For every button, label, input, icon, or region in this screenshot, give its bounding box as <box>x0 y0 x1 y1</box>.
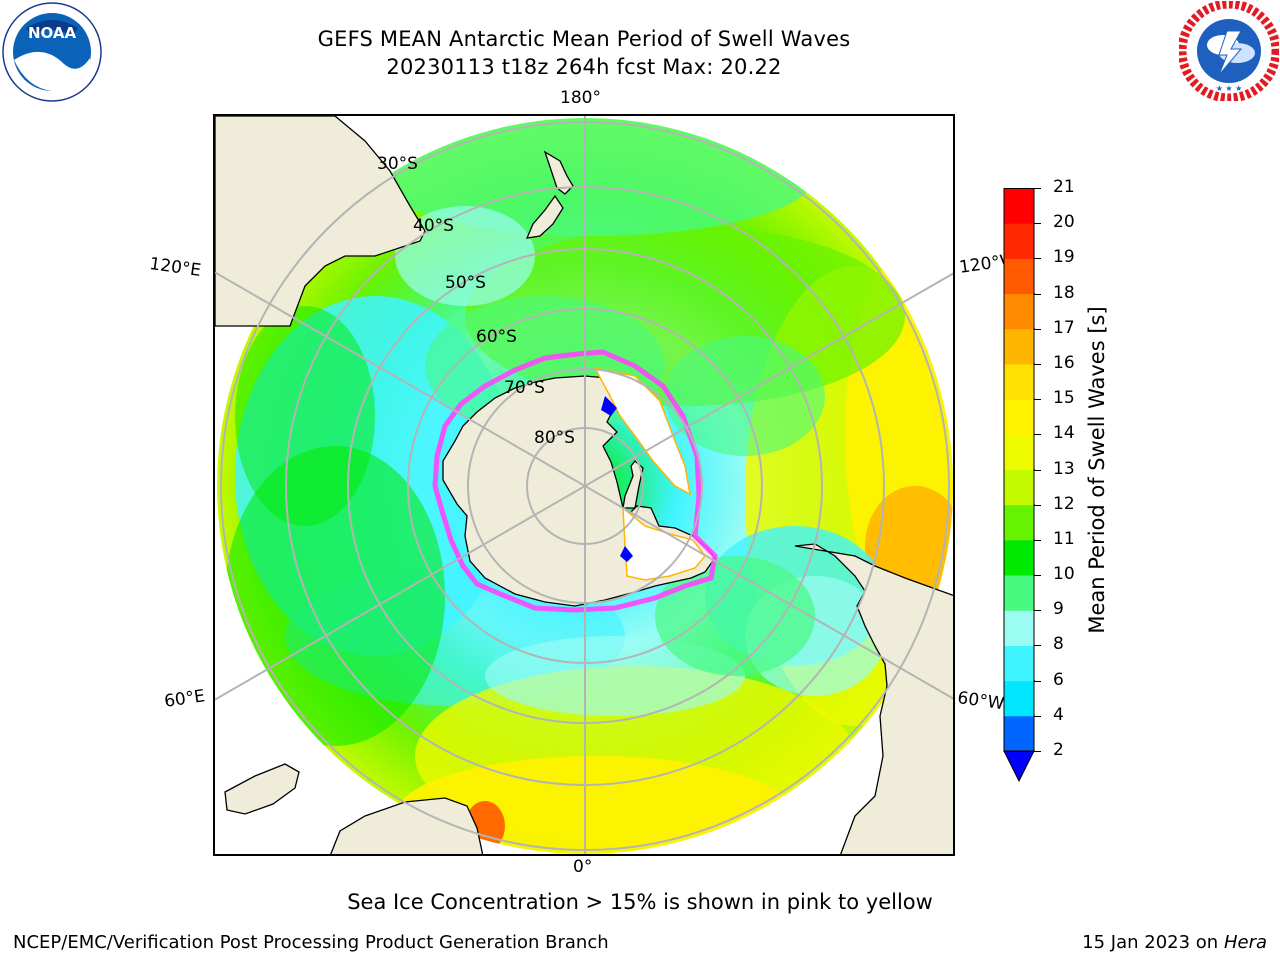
colorbar-tick-label: 18 <box>1053 282 1075 303</box>
colorbar-tick-line <box>1034 680 1041 682</box>
africa-landmass <box>330 797 484 854</box>
colorbar-swatch <box>1004 399 1034 435</box>
colorbar-tick-line <box>1034 434 1041 436</box>
map-frame: 30°S 40°S 50°S 60°S 70°S 80°S <box>213 114 955 856</box>
lat-label-70s: 70°S <box>504 378 545 398</box>
colorbar-tick-line <box>1034 751 1041 752</box>
sea-ice-dark-patch <box>601 396 617 416</box>
colorbar-tick-label: 9 <box>1053 599 1064 620</box>
south-america-landmass <box>794 543 953 854</box>
chart-subtitle: 20230113 t18z 264h fcst Max: 20.22 <box>386 55 782 79</box>
nws-logo-icon: ★ ★ ★ <box>1177 0 1280 103</box>
colorbar-swatch <box>1004 363 1034 400</box>
graticule <box>215 116 953 854</box>
colorbar-swatch <box>1004 188 1034 224</box>
colorbar-swatch <box>1004 223 1034 259</box>
host-name: Hera <box>1223 932 1267 953</box>
colorbar-swatch <box>1004 645 1034 682</box>
colorbar-tick-label: 15 <box>1053 388 1075 409</box>
colorbar-tick-line <box>1034 223 1041 225</box>
colorbar-swatch <box>1004 575 1034 611</box>
new-zealand-south-landmass <box>525 194 564 239</box>
colorbar-tick-line <box>1034 575 1041 577</box>
colorbar-tick-label: 13 <box>1053 458 1075 479</box>
colorbar-swatch <box>1004 715 1034 752</box>
colorbar-swatch <box>1004 539 1034 576</box>
colorbar-tick-label: 2 <box>1053 740 1064 760</box>
colorbar-tick-line <box>1034 610 1041 612</box>
colorbar-swatch <box>1004 328 1034 365</box>
svg-text:★ ★ ★: ★ ★ ★ <box>1216 84 1243 93</box>
colorbar-under-extend <box>1003 750 1035 783</box>
colorbar-tick-line <box>1034 258 1041 260</box>
colorbar-tick-label: 10 <box>1053 564 1075 585</box>
colorbar-tick-line <box>1034 715 1041 717</box>
colorbar-swatch <box>1004 610 1034 646</box>
colorbar-tick-line <box>1034 293 1041 295</box>
credit-text: NCEP/EMC/Verification Post Processing Pr… <box>13 932 609 953</box>
colorbar-tick-label: 4 <box>1053 704 1064 725</box>
colorbar-tick-label: 20 <box>1053 212 1075 233</box>
colorbar-swatch <box>1004 293 1034 330</box>
lat-label-80s: 80°S <box>534 428 575 448</box>
sea-ice-fill-ross <box>593 366 692 496</box>
colorbar-tick-label: 19 <box>1053 247 1075 268</box>
colorbar-tick-line <box>1034 328 1041 330</box>
lat-label-40s: 40°S <box>413 216 454 236</box>
antarctic-peninsula-landmass <box>622 460 644 509</box>
chart-title: GEFS MEAN Antarctic Mean Period of Swell… <box>317 27 851 51</box>
noaa-logo: NOAA <box>2 2 102 102</box>
lat-label-60s: 60°S <box>476 327 517 347</box>
colorbar-tick-line <box>1034 469 1041 471</box>
colorbar-swatch <box>1004 469 1034 506</box>
colorbar-tick-label: 21 <box>1053 177 1075 197</box>
lat-label-50s: 50°S <box>445 273 486 293</box>
lon-label-180: 180° <box>560 88 601 108</box>
colorbar-swatch <box>1004 434 1034 470</box>
colorbar-swatch <box>1004 680 1034 717</box>
colorbar-tick-label: 6 <box>1053 669 1064 690</box>
colorbar-tick-line <box>1034 504 1041 506</box>
noaa-logo-icon: NOAA <box>2 2 102 102</box>
date-value: 15 Jan 2023 on <box>1082 932 1224 953</box>
colorbar-tick-line <box>1034 188 1041 189</box>
lat-label-30s: 30°S <box>377 154 418 174</box>
colorbar-tick-line <box>1034 363 1041 365</box>
colorbar-swatch <box>1004 504 1034 541</box>
colorbar-swatch <box>1004 258 1034 295</box>
colorbar-swatches <box>1003 187 1035 783</box>
madagascar-landmass <box>224 763 300 815</box>
lon-label-0: 0° <box>573 857 593 877</box>
colorbar-tick-line <box>1034 539 1041 541</box>
colorbar-tick-label: 11 <box>1053 528 1075 549</box>
latitude-labels: 30°S 40°S 50°S 60°S 70°S 80°S <box>377 154 575 448</box>
sea-ice-dark-patch <box>620 546 633 562</box>
colorbar-tick-label: 17 <box>1053 317 1075 338</box>
colorbar-tick-label: 8 <box>1053 634 1064 655</box>
lon-label-60w: 60°W <box>956 688 1006 715</box>
polar-map: 30°S 40°S 50°S 60°S 70°S 80°S <box>215 116 953 854</box>
colorbar-tick-line <box>1034 645 1041 647</box>
lon-label-120e: 120°E <box>148 254 203 282</box>
meridian-120e-60w <box>215 271 953 700</box>
colorbar-tick-label: 12 <box>1053 493 1075 514</box>
new-zealand-landmass <box>543 150 574 195</box>
noaa-logo-text: NOAA <box>28 24 77 42</box>
nws-logo: ★ ★ ★ <box>1177 0 1280 103</box>
date-text: 15 Jan 2023 on Hera <box>1082 932 1267 953</box>
colorbar-tick-label: 14 <box>1053 423 1075 444</box>
sea-ice-note: Sea Ice Concentration > 15% is shown in … <box>347 890 933 914</box>
colorbar-tick-label: 16 <box>1053 352 1075 373</box>
colorbar <box>1003 187 1035 788</box>
lon-label-60e: 60°E <box>163 686 207 712</box>
colorbar-tick-line <box>1034 399 1041 401</box>
colorbar-label: Mean Period of Swell Waves [s] <box>1085 306 1109 634</box>
